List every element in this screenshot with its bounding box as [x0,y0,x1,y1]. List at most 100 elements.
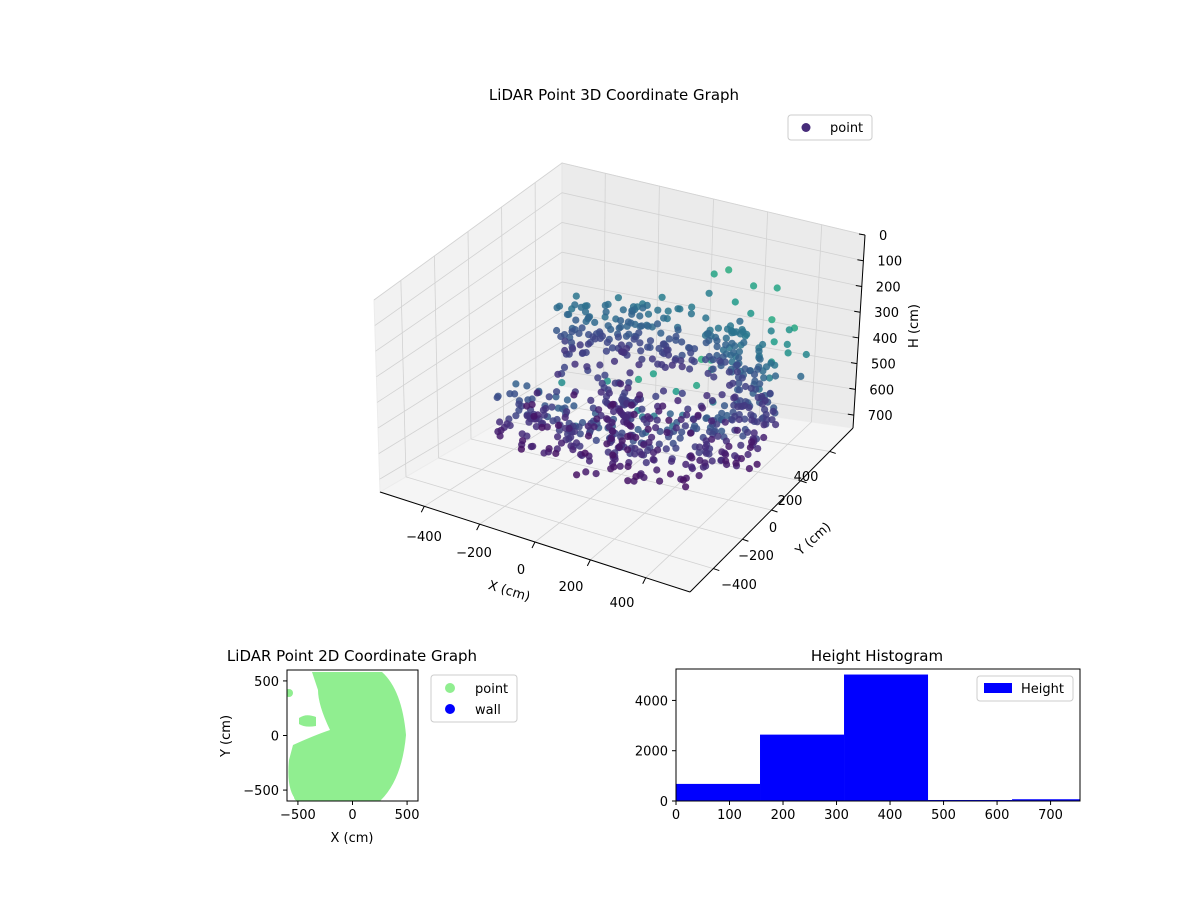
point-3d [624,384,632,392]
point-3d [753,460,761,468]
point-2d-outlier [292,786,300,794]
point-3d [552,449,560,457]
point-3d [708,435,716,443]
point-3d [686,365,694,373]
point-3d [682,483,690,491]
point-3d [634,425,642,434]
point-3d [579,349,587,357]
point-3d [545,445,553,453]
y-tick-label-3d: −200 [738,549,774,564]
point-3d [496,432,504,440]
point-3d [570,402,578,410]
point-3d [713,343,721,351]
point-3d [605,389,613,397]
x-tick-label-hist: 200 [771,808,796,823]
point-3d [722,341,730,349]
axes-3d: −400−2000200400−400−20002004000100200300… [379,229,902,611]
point-3d [683,411,691,419]
point-3d [704,329,712,337]
point-3d [529,442,537,450]
point-3d [741,382,750,391]
point-3d [578,324,586,332]
point-3d [608,427,616,435]
point-3d [732,459,740,467]
point-3d [603,440,611,448]
z-tick-label-3d: 200 [876,280,901,295]
points-2d [287,672,406,801]
point-3d [678,389,686,397]
point-3d [678,338,686,346]
point-3d [736,317,744,325]
grid-line-z [376,281,859,403]
z-tick-label-3d: 700 [868,409,893,424]
point-3d [614,333,623,341]
point-3d [722,334,730,342]
point-3d [624,432,632,441]
point-cloud-2d [288,672,406,801]
point-3d [563,408,571,416]
point-3d [734,403,742,411]
y-tick-label-2d: 0 [271,730,279,745]
point-3d [618,348,627,356]
point-3d [695,443,704,451]
point-3d [750,429,758,437]
z-tick-label-3d: 500 [871,358,896,373]
point-3d [568,328,576,336]
point-3d [572,292,580,300]
point-3d [512,412,520,420]
point-cloud-2d-lobe [299,715,316,727]
point-3d [572,439,581,447]
point-3d [681,422,690,430]
y-tick-3d [771,509,778,513]
point-3d [642,459,650,467]
grid-line-y [467,231,472,440]
point-3d [565,424,573,433]
y-tick-label-2d: −500 [243,784,279,799]
point-3d [617,341,626,349]
points-3d [493,266,810,491]
x-tick-label-hist: 600 [985,808,1010,823]
point-3d [672,424,680,432]
point-3d [624,446,632,454]
point-3d [802,350,810,359]
point-3d [591,318,599,326]
point-3d [720,402,729,410]
point-3d [597,388,605,396]
point-3d [653,416,661,424]
y-tick-3d [829,450,836,454]
point-3d [561,413,569,421]
point-3d [661,363,669,371]
point-3d [611,379,619,387]
z-axis-label-3d: H (cm) [907,304,922,348]
point-3d [684,405,692,413]
point-3d [748,416,756,424]
point-3d [695,472,703,480]
x-tick-3d [420,506,425,513]
point-3d [746,443,755,452]
point-3d [784,349,792,357]
point-3d [672,332,680,341]
point-3d [637,347,645,355]
point-3d [575,329,583,337]
point-3d [554,421,563,429]
point-3d [619,306,627,314]
point-3d [718,427,726,435]
point-3d [638,355,646,363]
point-3d [575,423,583,431]
axes-histogram: 0 100 200 300 400 500 600 700 0 2000 4000 [635,694,1063,823]
y-tick-label-hist: 4000 [635,694,668,709]
legend-3d-marker [801,123,811,132]
point-3d [748,438,756,446]
legend-2d-marker-point [445,683,455,693]
point-3d [630,410,638,418]
point-3d [735,415,743,424]
histogram-title: Height Histogram [811,647,943,665]
y-tick-3d [800,480,807,484]
grid-line-y [501,207,504,421]
point-3d [644,310,653,318]
point-3d [656,477,664,485]
chart-3d: LiDAR Point 3D Coordinate Graph −400 −200… [373,86,922,611]
point-3d [769,407,777,415]
x-tick-label-3d: 200 [559,580,584,595]
point-3d [607,434,615,442]
